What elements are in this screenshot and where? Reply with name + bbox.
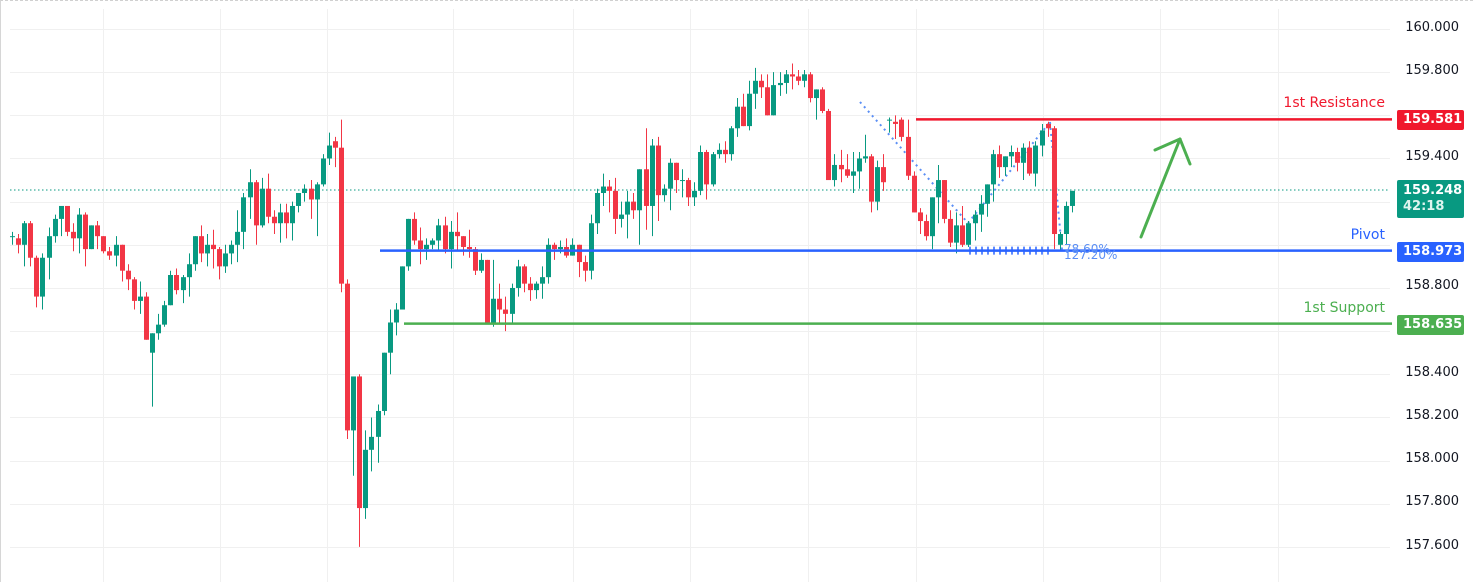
current-price-tag: 159.248 42:18 bbox=[1397, 180, 1464, 218]
support-price-tag: 158.635 bbox=[1397, 315, 1464, 335]
current-price-value: 159.248 bbox=[1403, 183, 1463, 198]
fib-label-127: 127.20% bbox=[1064, 248, 1118, 262]
price-axis-tick: 157.600 bbox=[1405, 538, 1459, 553]
price-axis-tick: 157.800 bbox=[1405, 494, 1459, 509]
candles bbox=[10, 63, 1075, 547]
fibonacci-zigzag[interactable] bbox=[859, 101, 1063, 251]
resistance-price-tag: 159.581 bbox=[1397, 110, 1464, 130]
bar-countdown: 42:18 bbox=[1403, 199, 1445, 214]
support-label: 1st Support bbox=[1303, 300, 1385, 316]
price-axis-tick: 158.400 bbox=[1405, 365, 1459, 380]
price-axis-tick: 159.800 bbox=[1405, 63, 1459, 78]
price-axis-tick: 158.800 bbox=[1405, 278, 1459, 293]
price-axis-tick: 158.200 bbox=[1405, 408, 1459, 423]
resistance-label: 1st Resistance bbox=[1283, 95, 1385, 111]
price-axis-tick: 159.400 bbox=[1405, 149, 1459, 164]
grid-lines bbox=[10, 9, 1390, 582]
fib-label-78: 78.60% bbox=[1064, 242, 1110, 256]
projection-arrow-icon[interactable] bbox=[1139, 137, 1192, 239]
support-resistance-levels[interactable] bbox=[380, 118, 1392, 325]
pivot-price-tag: 158.973 bbox=[1397, 242, 1464, 262]
pivot-label: Pivot bbox=[1350, 227, 1385, 243]
price-axis-tick: 158.000 bbox=[1405, 451, 1459, 466]
price-axis-tick: 160.000 bbox=[1405, 20, 1459, 35]
pivot-tick-marks bbox=[969, 246, 1049, 255]
